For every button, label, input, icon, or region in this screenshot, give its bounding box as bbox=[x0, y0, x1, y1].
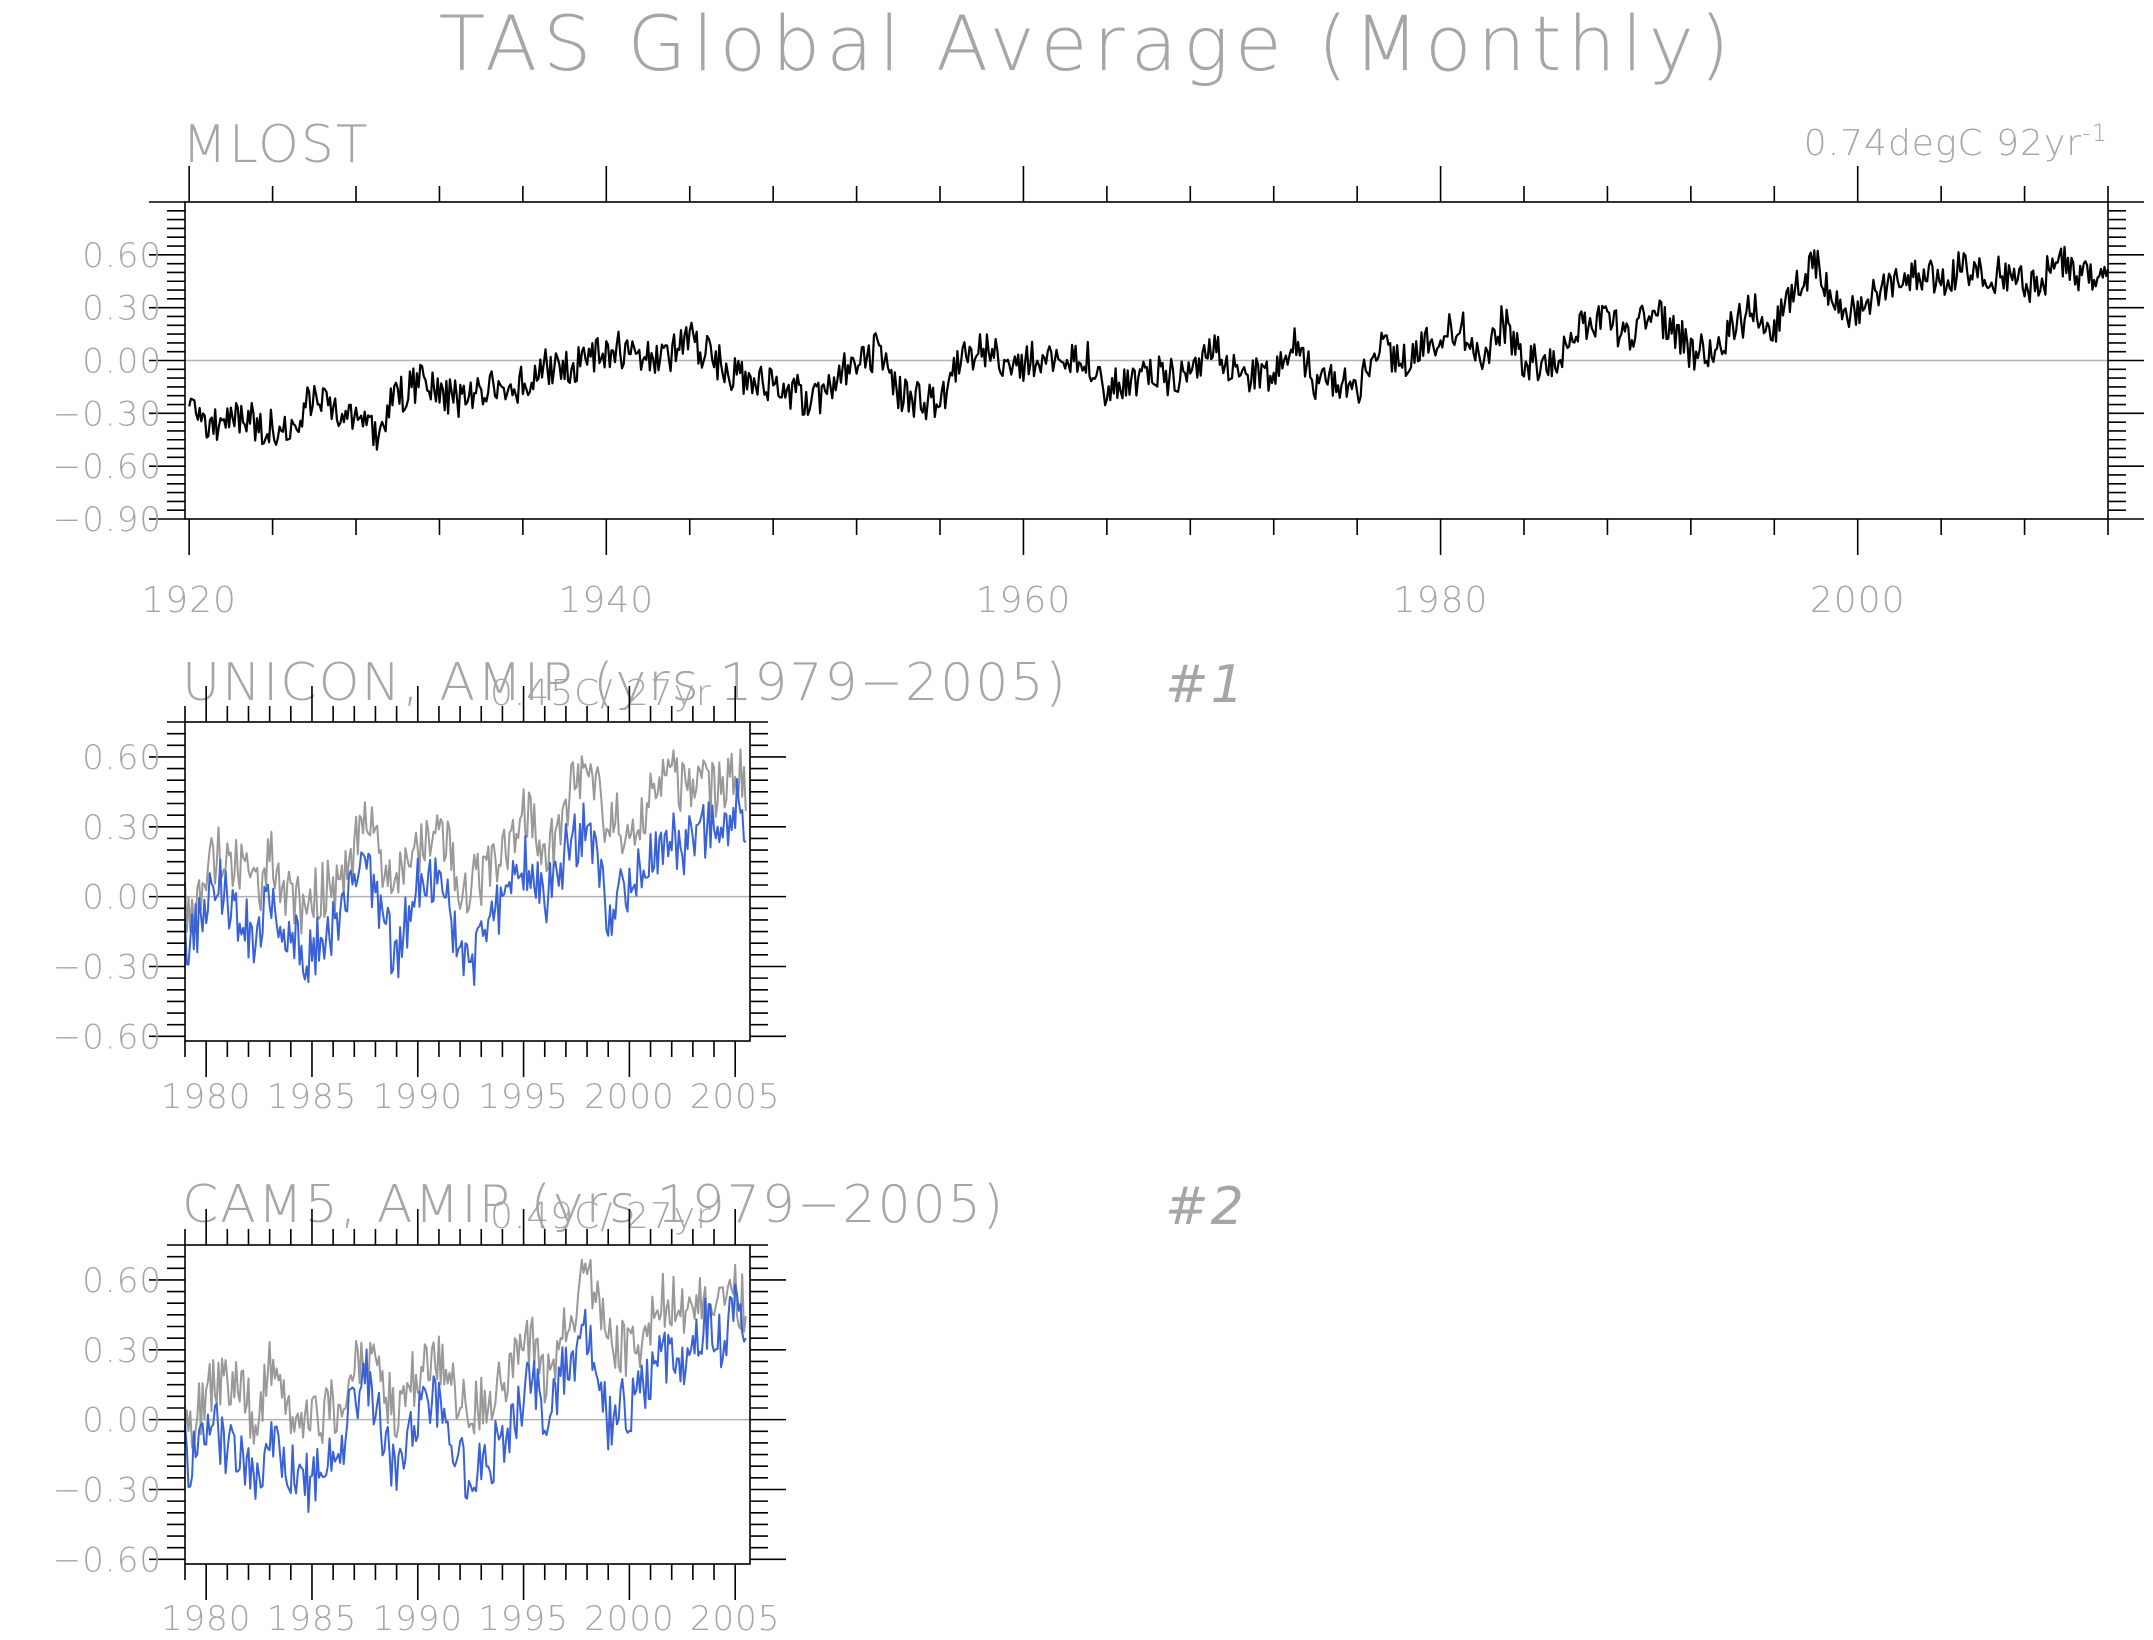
unicon-series-ref-line bbox=[184, 748, 747, 935]
unicon-x-tick-label: 2005 bbox=[690, 1077, 781, 1117]
unicon-x-tick-label: 1995 bbox=[478, 1077, 569, 1117]
cam5-series-model-line bbox=[184, 1283, 747, 1513]
panel-unicon: UNICON, AMIP (yrs 1979−2005)0.45C/ 27yr #… bbox=[53, 653, 1246, 1117]
figure-title: TAS Global Average (Monthly) bbox=[439, 0, 1736, 88]
mlost-trend-label: 0.74degC 92yr-1 bbox=[1804, 119, 2108, 164]
unicon-trend-label: 0.45C/ 27yr bbox=[490, 673, 712, 714]
unicon-x-tick-label: 1990 bbox=[373, 1077, 464, 1117]
unicon-plot-frame bbox=[184, 721, 751, 1042]
unicon-y-tick-label: 0.60 bbox=[82, 738, 162, 778]
unicon-x-tick-label: 1980 bbox=[161, 1077, 252, 1117]
unicon-y-tick-label: 0.30 bbox=[82, 808, 162, 848]
cam5-x-tick-label: 1980 bbox=[161, 1599, 252, 1639]
cam5-series-ref-line bbox=[184, 1258, 747, 1453]
cam5-y-tick-label: −0.30 bbox=[53, 1470, 162, 1510]
cam5-panel-title: CAM5, AMIP (yrs 1979−2005) bbox=[182, 1175, 1005, 1235]
mlost-y-tick-label: −0.30 bbox=[53, 394, 162, 434]
mlost-y-tick-label: 0.30 bbox=[82, 289, 162, 329]
cam5-x-tick-label: 1990 bbox=[373, 1599, 464, 1639]
unicon-x-tick-label: 2000 bbox=[584, 1077, 675, 1117]
mlost-y-tick-label: 0.60 bbox=[82, 236, 162, 276]
cam5-trend-label: 0.49C/ 27yr bbox=[490, 1196, 712, 1237]
unicon-y-tick-label: −0.60 bbox=[53, 1017, 162, 1057]
panel-mlost: MLOST 0.74degC 92yr-1 1920 1940 1960 1980 2000… bbox=[53, 115, 2144, 621]
mlost-series-obs-line bbox=[188, 245, 2110, 451]
mlost-x-tick-label: 1940 bbox=[558, 580, 654, 621]
mlost-x-tick-label: 1920 bbox=[141, 580, 237, 621]
cam5-x-tick-label: 1985 bbox=[267, 1599, 358, 1639]
unicon-series-model-line bbox=[184, 778, 747, 986]
cam5-x-tick-label: 2005 bbox=[690, 1599, 781, 1639]
unicon-y-tick-label: 0.00 bbox=[82, 878, 162, 918]
panel-cam5: CAM5, AMIP (yrs 1979−2005)0.49C/ 27yr #2 1… bbox=[53, 1175, 1246, 1639]
mlost-panel-title: MLOST bbox=[182, 115, 370, 175]
mlost-y-tick-label: −0.90 bbox=[53, 500, 162, 540]
unicon-y-tick-label: −0.30 bbox=[53, 947, 162, 987]
cam5-plot-frame bbox=[184, 1244, 751, 1565]
cam5-y-tick-label: 0.30 bbox=[82, 1331, 162, 1371]
cam5-y-tick-label: 0.00 bbox=[82, 1401, 162, 1441]
mlost-y-tick-label: 0.00 bbox=[82, 342, 162, 382]
mlost-x-tick-label: 1960 bbox=[976, 580, 1072, 621]
unicon-panel-title: UNICON, AMIP (yrs 1979−2005) bbox=[182, 653, 1068, 713]
unicon-run-label: #1 bbox=[1165, 655, 1246, 715]
mlost-x-tick-label: 2000 bbox=[1810, 580, 1906, 621]
mlost-y-tick-label: −0.60 bbox=[53, 447, 162, 487]
mlost-x-tick-label: 1980 bbox=[1393, 580, 1489, 621]
cam5-x-tick-label: 2000 bbox=[584, 1599, 675, 1639]
cam5-x-tick-label: 1995 bbox=[478, 1599, 569, 1639]
unicon-x-tick-label: 1985 bbox=[267, 1077, 358, 1117]
cam5-y-tick-label: 0.60 bbox=[82, 1261, 162, 1301]
cam5-run-label: #2 bbox=[1165, 1177, 1246, 1237]
cam5-y-tick-label: −0.60 bbox=[53, 1540, 162, 1580]
